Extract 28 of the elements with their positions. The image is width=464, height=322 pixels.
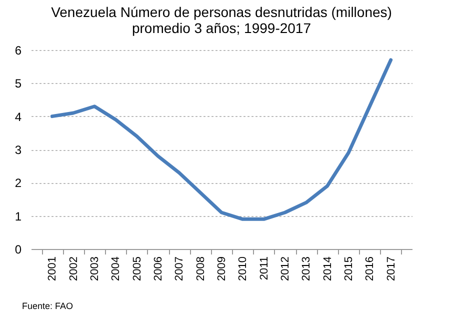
x-tick-label: 2005 [131,256,144,281]
y-tick-label: 6 [14,44,22,58]
x-tick-label: 2002 [68,256,80,281]
x-tick-label: 2001 [46,256,59,281]
y-tick-label: 2 [14,176,22,190]
y-tick-label: 5 [14,76,22,91]
x-tick-label: 2012 [280,256,292,281]
x-tick-label: 2014 [322,256,334,281]
x-tick-label: 2009 [216,256,228,281]
x-tick-label: 2013 [300,256,313,281]
y-tick-label: 1 [14,209,22,224]
x-tick-label: 2007 [174,256,186,281]
x-tick-label: 2015 [343,256,355,281]
y-tick-label: 4 [14,110,22,124]
chart-subtitle: promedio 3 años; 1999-2017 [132,20,312,36]
source-note: Fuente: FAO [22,301,74,311]
x-tick-label: 2003 [89,256,101,281]
x-tick-label: 2010 [237,256,250,281]
x-tick-label: 2011 [258,256,270,280]
y-tick-label: 3 [14,143,22,157]
y-tick-label: 0 [14,242,22,256]
x-tick-label: 2016 [364,256,376,281]
x-tick-label: 2004 [110,256,122,281]
line-series [50,58,393,221]
x-tick-label: 2017 [385,256,398,281]
chart-title: Venezuela Número de personas desnutridas (millones) [51,4,392,20]
x-tick-label: 2006 [152,256,164,281]
x-tick-label: 2008 [194,256,207,281]
